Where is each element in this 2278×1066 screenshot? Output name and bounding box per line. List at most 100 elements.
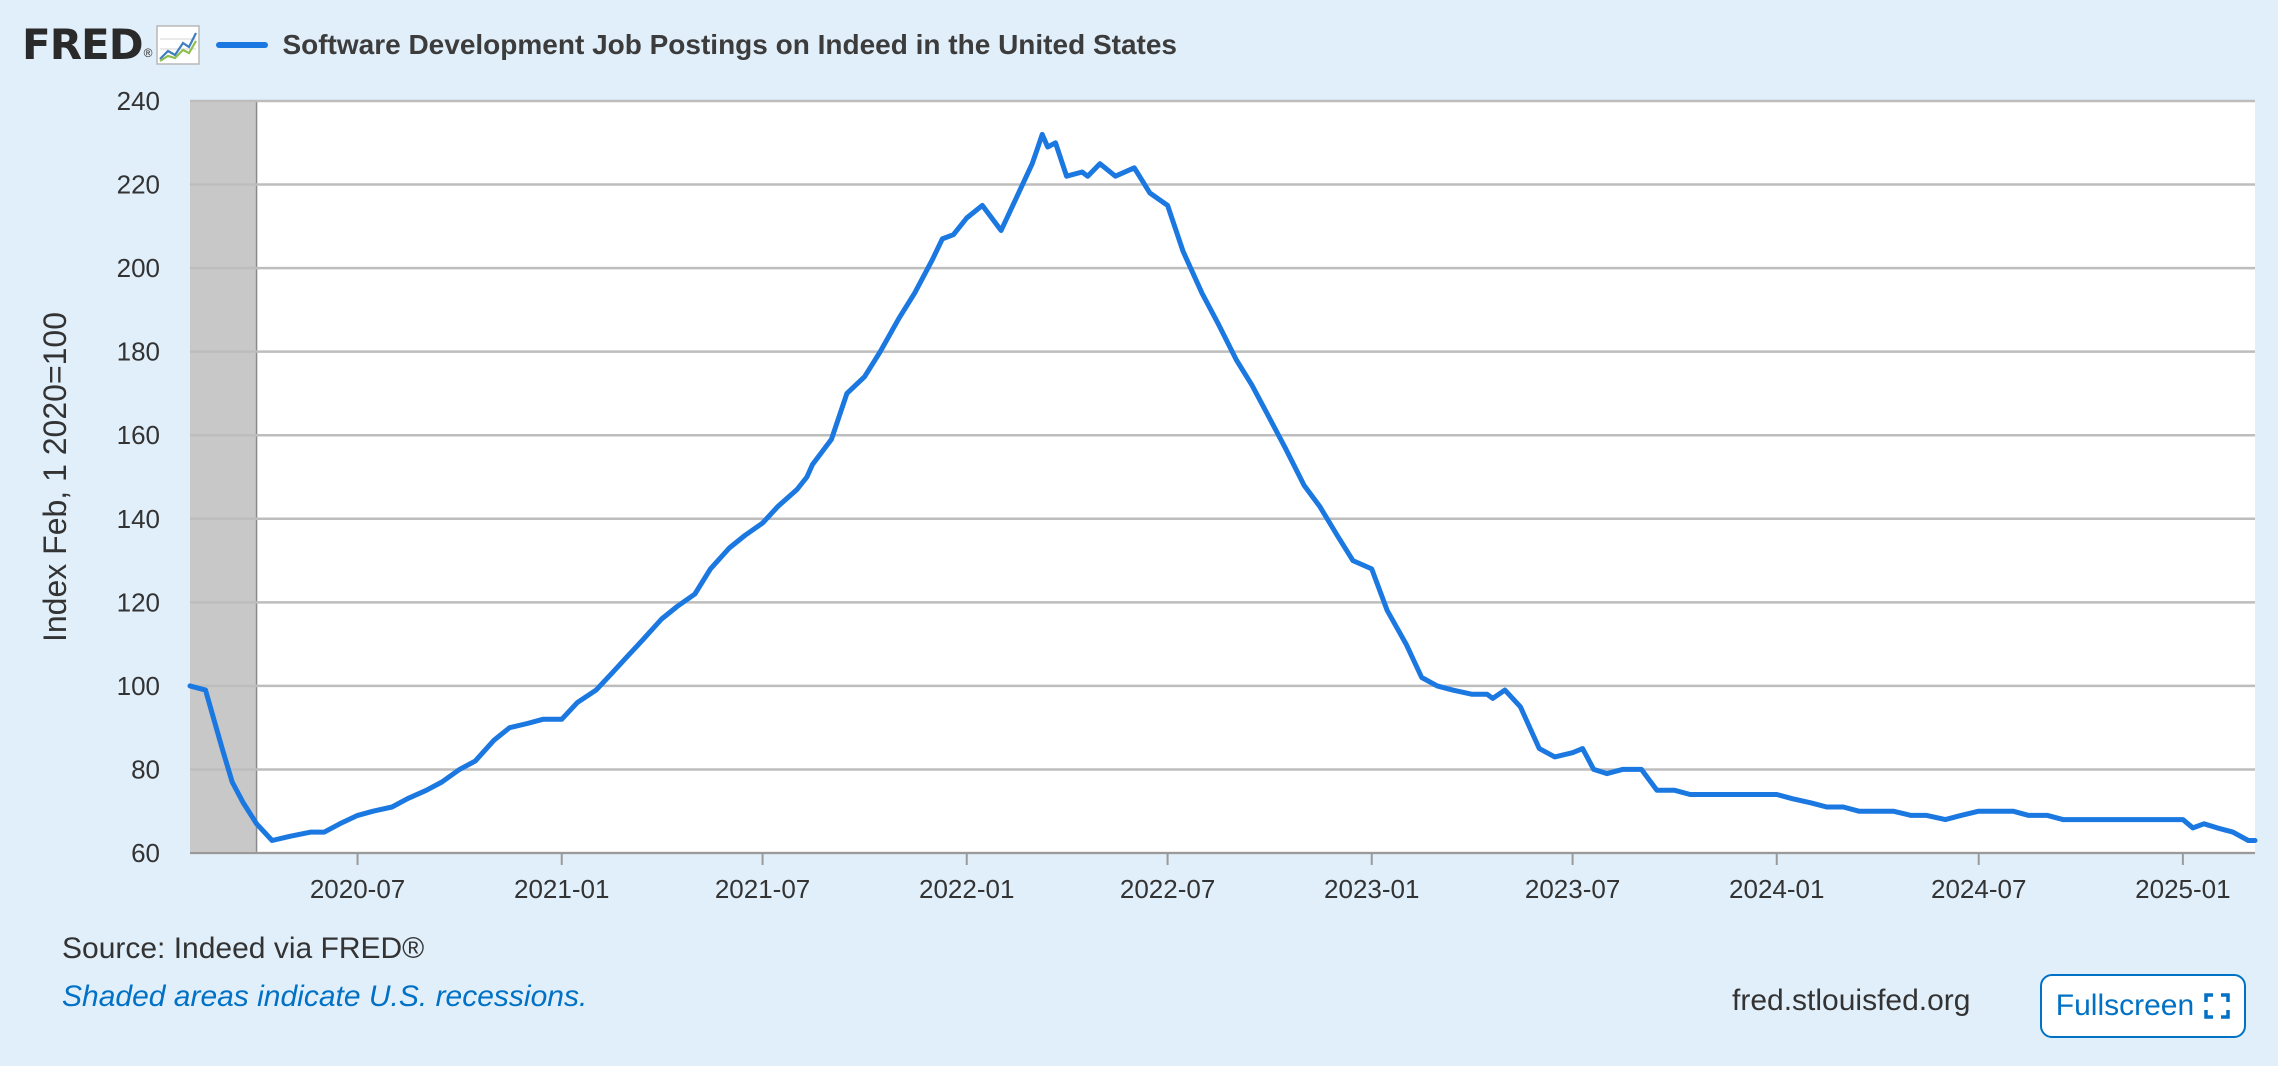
fullscreen-button[interactable]: Fullscreen [2040,974,2246,1038]
data-point[interactable] [1654,787,1660,793]
data-point[interactable] [574,700,580,706]
site-url[interactable]: fred.stlouisfed.org [1732,984,1971,1017]
data-point[interactable] [760,520,766,526]
data-point[interactable] [1045,144,1051,150]
data-point[interactable] [1317,503,1323,509]
data-point[interactable] [877,349,883,355]
data-point[interactable] [2201,821,2207,827]
data-point[interactable] [1570,750,1576,756]
data-point[interactable] [1840,804,1846,810]
data-point[interactable] [2146,817,2152,823]
data-point[interactable] [308,829,314,835]
data-point[interactable] [1249,382,1255,388]
data-point[interactable] [1267,416,1273,422]
data-point[interactable] [692,591,698,597]
series-line[interactable] [187,131,2258,843]
data-point[interactable] [1215,319,1221,325]
data-point[interactable] [1079,169,1085,175]
data-point[interactable] [979,202,985,208]
data-point[interactable] [998,228,1004,234]
data-point[interactable] [1552,754,1558,760]
data-point[interactable] [1739,792,1745,798]
data-point[interactable] [2078,817,2084,823]
data-point[interactable] [540,716,546,722]
data-point[interactable] [1536,746,1542,752]
data-point[interactable] [964,215,970,221]
data-point[interactable] [1856,808,1862,814]
data-point[interactable] [1517,704,1523,710]
data-point[interactable] [1419,675,1425,681]
data-point[interactable] [1469,691,1475,697]
data-point[interactable] [1053,140,1059,146]
data-point[interactable] [1580,746,1586,752]
data-point[interactable] [794,487,800,493]
data-point[interactable] [405,796,411,802]
data-point[interactable] [1942,817,1948,823]
data-point[interactable] [423,787,429,793]
data-point[interactable] [804,474,810,480]
data-point[interactable] [203,687,209,693]
data-point[interactable] [862,374,868,380]
data-point[interactable] [896,315,902,321]
data-point[interactable] [775,503,781,509]
data-point[interactable] [1875,808,1881,814]
data-point[interactable] [1064,173,1070,179]
data-point[interactable] [2128,817,2134,823]
data-point[interactable] [1789,796,1795,802]
data-point[interactable] [1029,161,1035,167]
legend-label[interactable]: Software Development Job Postings on Ind… [282,29,1178,60]
data-point[interactable] [1591,766,1597,772]
data-point[interactable] [742,533,748,539]
data-point[interactable] [939,236,945,242]
data-point[interactable] [1890,808,1896,814]
data-point[interactable] [1180,248,1186,254]
data-point[interactable] [1147,190,1153,196]
data-point[interactable] [559,716,565,722]
data-point[interactable] [1085,173,1091,179]
data-point[interactable] [912,290,918,296]
data-point[interactable] [1722,792,1728,798]
data-point[interactable] [219,746,225,752]
data-point[interactable] [472,758,478,764]
data-point[interactable] [254,821,260,827]
data-point[interactable] [1112,173,1118,179]
data-point[interactable] [828,436,834,442]
data-point[interactable] [1672,787,1678,793]
data-point[interactable] [810,462,816,468]
data-point[interactable] [2010,808,2016,814]
data-point[interactable] [1490,695,1496,701]
data-point[interactable] [457,766,463,772]
data-point[interactable] [2230,829,2236,835]
data-point[interactable] [2060,817,2066,823]
data-point[interactable] [929,257,935,263]
data-point[interactable] [1808,800,1814,806]
data-point[interactable] [1034,148,1040,154]
data-point[interactable] [1165,202,1171,208]
data-point[interactable] [355,812,361,818]
data-point[interactable] [187,683,193,689]
data-point[interactable] [640,637,646,643]
data-point[interactable] [2180,817,2186,823]
data-point[interactable] [1755,792,1761,798]
data-point[interactable] [269,838,275,844]
data-point[interactable] [1334,533,1340,539]
data-point[interactable] [2112,817,2118,823]
data-point[interactable] [707,566,713,572]
fred-logo[interactable]: FRED ® [22,24,201,66]
data-point[interactable] [1131,165,1137,171]
data-point[interactable] [1604,771,1610,777]
data-point[interactable] [507,725,513,731]
data-point[interactable] [2245,838,2251,844]
data-point[interactable] [2026,812,2032,818]
data-point[interactable] [1282,445,1288,451]
data-point[interactable] [1384,608,1390,614]
data-point[interactable] [1908,812,1914,818]
data-point[interactable] [389,804,395,810]
data-point[interactable] [1638,766,1644,772]
data-point[interactable] [593,687,599,693]
data-point[interactable] [844,390,850,396]
data-point[interactable] [1403,641,1409,647]
data-point[interactable] [337,821,343,827]
data-point[interactable] [287,833,293,839]
data-point[interactable] [609,670,615,676]
